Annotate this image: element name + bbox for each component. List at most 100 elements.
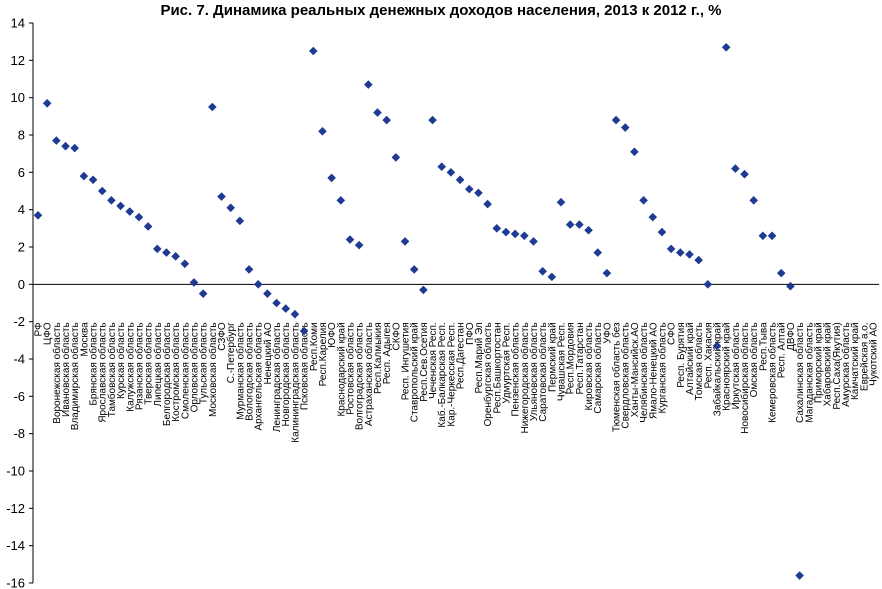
data-point — [171, 252, 180, 261]
data-point — [217, 192, 226, 201]
category-label: Хабаровский край — [822, 322, 834, 406]
category-label: Респ. Ингушетия — [401, 322, 412, 400]
data-point — [464, 184, 474, 194]
category-label: Орловская область — [188, 322, 200, 412]
data-point — [776, 268, 786, 278]
category-label: ПФО — [465, 322, 476, 345]
category-label: Тверская область — [143, 322, 155, 404]
category-label: Респ.Коми — [309, 322, 320, 371]
category-label: СЗФО — [217, 322, 228, 351]
y-tick-label: -6 — [13, 389, 25, 404]
category-label: Ивановская область — [60, 322, 72, 417]
data-point — [474, 188, 483, 198]
category-label: СФО — [667, 322, 678, 345]
data-point — [712, 341, 722, 351]
category-label: ЦФО — [43, 322, 54, 345]
chart-title: Рис. 7. Динамика реальных денежных доход… — [160, 2, 722, 19]
category-label: Тамбовская область — [106, 322, 118, 417]
category-label: Приморский край — [813, 322, 824, 403]
category-label: Каб.-Балкарская Респ. — [436, 322, 448, 427]
category-label: Краснодарский край — [336, 322, 347, 416]
y-tick-label: 14 — [11, 16, 25, 31]
category-label: Ханты-Мансийск.АО — [630, 322, 641, 417]
data-point — [143, 222, 153, 231]
y-tick-label: -12 — [6, 501, 25, 516]
data-point — [767, 231, 777, 241]
y-tick-label: -16 — [6, 576, 25, 589]
data-point — [657, 227, 667, 237]
category-label: Чувашская Респ. — [557, 322, 568, 401]
data-point — [189, 278, 199, 287]
category-label: Камчатский край — [850, 322, 861, 400]
y-tick-label: 12 — [11, 53, 25, 68]
data-point — [235, 216, 245, 226]
category-label: Респ.Тыва — [758, 322, 769, 371]
data-point — [703, 280, 713, 289]
data-point — [354, 240, 364, 250]
y-axis: 14 12 10 8 6 4 2 0 -2 -4 -6 -8 -10 -12 -14 -16 — [6, 16, 34, 589]
data-point — [345, 235, 355, 244]
data-point — [208, 102, 217, 112]
category-label: Московская область — [207, 322, 219, 417]
y-tick-label: 0 — [18, 277, 25, 292]
y-tick-label: -2 — [13, 314, 25, 329]
data-point — [529, 237, 538, 246]
data-point — [758, 231, 768, 241]
y-tick-label: 6 — [18, 165, 25, 180]
category-label: Волгоградская область — [354, 322, 366, 430]
category-label: Респ.Марий Эл — [474, 322, 485, 393]
data-point — [97, 186, 107, 196]
category-label: Респ.Башкортостан — [492, 322, 503, 413]
y-tick-label: -10 — [6, 464, 25, 479]
category-label: Тульская область — [198, 322, 210, 404]
data-point — [272, 298, 281, 308]
y-tick-label: -8 — [13, 426, 25, 441]
data-point — [694, 255, 703, 265]
data-point — [364, 80, 373, 89]
data-point — [446, 168, 456, 177]
category-label: Пензенская область — [510, 322, 522, 416]
data-point — [226, 203, 235, 213]
category-label: Липецкая область — [152, 322, 164, 406]
category-label: Ставропольский край — [410, 322, 421, 422]
data-point — [584, 225, 593, 235]
data-point — [70, 143, 80, 153]
data-point — [749, 196, 759, 205]
category-label: Чеченская Респ. — [428, 322, 439, 399]
data-point — [382, 115, 391, 125]
category-label: Кемеровская область — [767, 322, 779, 423]
category-label: Иркутская область — [730, 322, 742, 409]
category-label: Ульяновская область — [528, 322, 540, 421]
data-point — [409, 265, 419, 274]
category-label: Владимирская область — [69, 322, 81, 430]
category-label: Саратовская область — [537, 322, 549, 421]
category-label: Курганская область — [656, 322, 668, 413]
data-point — [483, 199, 492, 209]
category-label: Вологодская область — [244, 322, 256, 421]
data-point — [492, 224, 502, 233]
data-point — [61, 141, 70, 151]
category-label: Архангельская область — [253, 322, 265, 430]
category-label: Ямало-Ненецкий АО — [648, 322, 659, 419]
category-label: Костромская область — [170, 322, 182, 421]
category-label: Белгородская область — [161, 322, 173, 426]
category-label: Удмуртская Респ. — [501, 322, 512, 403]
data-point — [79, 171, 89, 181]
category-label: Респ. Адыгея — [382, 322, 393, 384]
category-label: СКФО — [391, 322, 402, 350]
category-label: Респ.Калмыкия — [373, 322, 384, 394]
category-label: Респ.Сев.Осетия — [419, 322, 430, 401]
data-point — [290, 309, 300, 319]
data-point — [538, 266, 547, 276]
category-label: Ненецкий АО — [263, 322, 274, 384]
category-label: Респ. Алтай — [777, 322, 788, 378]
data-point — [162, 248, 171, 257]
category-label: Чукотский АО — [869, 322, 880, 386]
category-label: Челябинская область — [638, 322, 650, 422]
y-tick-label: 4 — [18, 202, 25, 217]
category-label: Нижегородская область — [519, 322, 531, 433]
data-point — [593, 248, 603, 257]
category-label: ДВФО — [786, 322, 797, 351]
